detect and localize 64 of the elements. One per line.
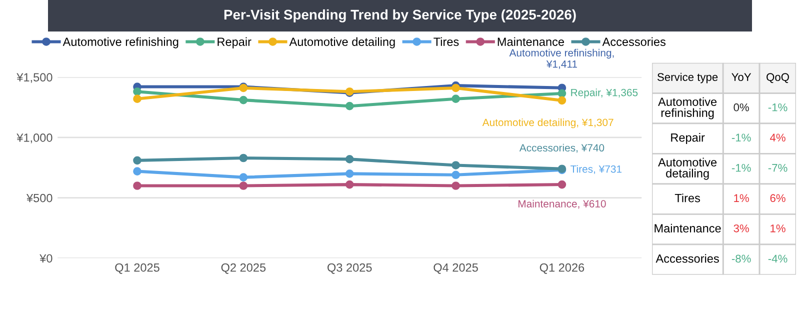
- data-label: 1%: [734, 194, 749, 202]
- data-label: -1%: [768, 103, 788, 112]
- y-tick-label: ¥1,500: [16, 73, 52, 83]
- legend-label: Automotive detailing: [289, 37, 395, 48]
- y-tick-label: Accessories: [656, 254, 719, 263]
- y-tick-label: Automotive refinishing: [658, 97, 717, 120]
- y-tick-label: Repair: [671, 133, 705, 144]
- x-tick-label: YoY: [732, 73, 752, 82]
- data-label: -4%: [768, 254, 788, 263]
- data-label: -1%: [732, 134, 751, 142]
- point: [133, 156, 142, 165]
- point: [239, 154, 248, 162]
- data-label: Tires, ¥731: [570, 165, 622, 174]
- y-tick-label: ¥1,000: [16, 134, 52, 144]
- data-label: Automotive detailing, ¥1,307: [482, 118, 614, 128]
- point: [133, 87, 142, 96]
- point: [345, 180, 354, 189]
- legend-label: Accessories: [602, 37, 666, 46]
- x-tick-label: Q4 2025: [434, 263, 478, 274]
- point: [239, 182, 248, 190]
- x-tick-label: Q2 2025: [221, 263, 266, 274]
- y-axis-title: Service type: [657, 72, 718, 84]
- y-tick-label: ¥0: [40, 254, 52, 263]
- point: [345, 170, 354, 178]
- point: [452, 94, 460, 104]
- y-tick-label: ¥500: [26, 194, 52, 202]
- y-tick-label: Tires: [674, 194, 700, 202]
- y-tick-label: Automotive detailing: [658, 158, 717, 180]
- data-label: Maintenance, ¥610: [518, 200, 606, 209]
- chart-title: Per-Visit Spending Trend by Service Type (2025-2026): [224, 9, 576, 22]
- point: [452, 182, 460, 190]
- legend-label: Repair: [218, 37, 252, 48]
- point: [452, 170, 460, 180]
- data-label: -1%: [732, 164, 751, 172]
- data-label: 6%: [770, 194, 786, 202]
- x-tick-label: QoQ: [766, 73, 789, 83]
- legend-label: Tires: [434, 37, 459, 46]
- y-tick-label: Maintenance: [654, 224, 721, 233]
- data-label: Automotive refinishing, ¥1,411: [509, 48, 614, 69]
- point: [452, 84, 460, 92]
- point: [558, 180, 566, 189]
- legend-label: Automotive refinishing: [62, 37, 178, 48]
- legend-label: Maintenance: [498, 37, 564, 46]
- x-tick-label: Q1 2025: [115, 263, 160, 274]
- point: [239, 173, 248, 182]
- point: [133, 94, 142, 104]
- point: [133, 167, 142, 176]
- data-label: 1%: [770, 224, 786, 232]
- data-label: 0%: [734, 103, 749, 112]
- point: [345, 102, 354, 110]
- point: [239, 96, 248, 104]
- point: [558, 89, 566, 98]
- data-label: Accessories, ¥740: [519, 144, 604, 153]
- point: [452, 161, 460, 170]
- point: [133, 182, 142, 190]
- data-label: Repair, ¥1,365: [571, 88, 638, 98]
- point: [345, 155, 354, 164]
- data-label: -7%: [768, 164, 788, 172]
- point: [558, 96, 566, 105]
- data-label: 4%: [770, 134, 786, 142]
- data-label: 3%: [734, 224, 749, 232]
- x-tick-label: Q1 2026: [540, 263, 584, 274]
- x-tick-label: Q3 2025: [328, 263, 372, 274]
- data-label: -8%: [732, 254, 751, 263]
